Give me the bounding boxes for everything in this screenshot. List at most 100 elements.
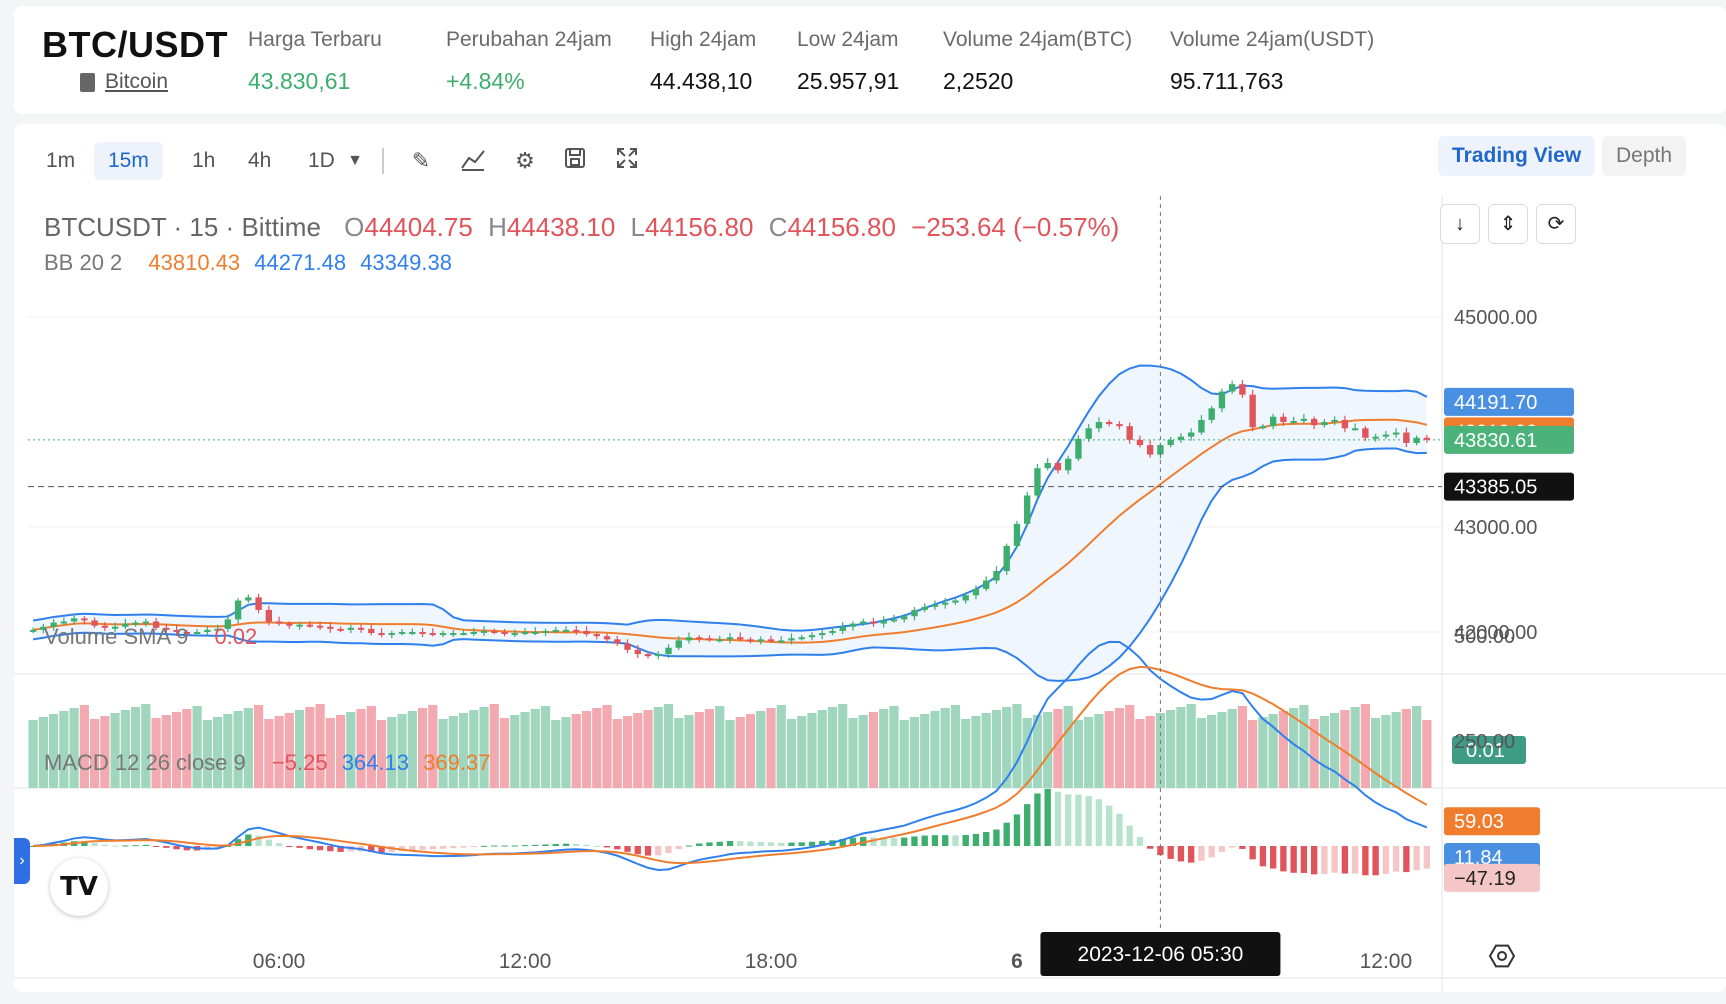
- macd-axis-badge: [1444, 807, 1540, 836]
- indicator-icon[interactable]: [458, 146, 488, 176]
- market-summary-card: BTC/USDT Bitcoin Harga Terbaru 43.830,61…: [14, 6, 1726, 114]
- candle-body: [1106, 422, 1113, 425]
- volume-bar: [930, 711, 940, 788]
- macd-histogram-bar: [1065, 794, 1072, 846]
- macd-histogram-bar: [1403, 846, 1410, 873]
- macd-histogram-bar: [1310, 846, 1318, 875]
- candle-body: [101, 625, 109, 628]
- volume-bar: [1360, 704, 1370, 788]
- candle-body: [1116, 424, 1123, 427]
- macd-line-value: 364.13: [341, 750, 409, 775]
- volume-bar: [868, 712, 879, 788]
- macd-histogram-bar: [890, 837, 898, 846]
- candle-body: [983, 580, 990, 589]
- stat-low-24h: Low 24jam 25.957,91: [797, 28, 899, 95]
- axis-settings-icon-center: [1497, 951, 1507, 961]
- macd-histogram-bar: [163, 846, 170, 848]
- candle-body: [644, 654, 652, 657]
- candle-body: [1198, 419, 1205, 433]
- pencil-icon[interactable]: ✎: [411, 148, 431, 173]
- candle-body: [460, 633, 467, 636]
- chevron-right-icon: ›: [19, 852, 25, 869]
- collapse-button[interactable]: ⇕: [1488, 204, 1528, 244]
- volume-bar: [1104, 711, 1114, 788]
- fullscreen-icon[interactable]: [612, 146, 642, 176]
- macd-histogram-bar: [532, 844, 539, 846]
- candle-body: [552, 629, 559, 632]
- candle-body: [388, 633, 395, 636]
- macd-histogram-bar: [1290, 846, 1297, 873]
- tradingview-logo[interactable]: TV: [50, 858, 108, 916]
- macd-histogram-bar: [122, 845, 129, 847]
- macd-histogram-bar: [1208, 846, 1215, 858]
- volume-bar: [325, 718, 335, 788]
- macd-histogram-bar: [1075, 794, 1082, 846]
- save-icon[interactable]: [560, 146, 590, 176]
- volume-bar: [920, 714, 930, 788]
- macd-histogram-bar: [706, 842, 713, 846]
- macd-histogram-bar: [1382, 846, 1390, 874]
- side-panel-toggle[interactable]: ›: [14, 838, 30, 884]
- macd-axis-badge-label: 59.03: [1454, 811, 1504, 833]
- candle-body: [152, 621, 160, 628]
- macd-histogram-bar: [716, 841, 723, 846]
- candle-body: [193, 632, 201, 634]
- macd-histogram-bar: [450, 846, 457, 849]
- candle-body: [808, 635, 816, 638]
- candle-body: [521, 632, 529, 634]
- candle-body: [296, 624, 303, 627]
- candle-body: [122, 623, 129, 627]
- candle-body: [142, 621, 150, 624]
- candle-body: [316, 625, 324, 628]
- candle-body: [675, 640, 682, 648]
- candle-body: [1382, 434, 1390, 437]
- macd-histogram-bar: [1177, 846, 1185, 862]
- stat-value: 44.438,10: [650, 68, 753, 94]
- macd-histogram-bar: [767, 842, 775, 846]
- candle-body: [234, 600, 242, 620]
- open-label: O: [344, 212, 365, 242]
- stat-label: Harga Terbaru: [248, 28, 382, 51]
- macd-histogram-bar: [409, 846, 416, 851]
- candle-body: [1013, 523, 1021, 546]
- macd-histogram-bar: [1187, 846, 1195, 863]
- macd-histogram-bar: [1024, 804, 1031, 846]
- stat-label: Perubahan 24jam: [446, 28, 612, 51]
- timeframe-4h[interactable]: 4h: [248, 149, 272, 172]
- price-chart[interactable]: 45000.0043000.0042000.0044191.7043910.99…: [14, 196, 1726, 992]
- volume-bar: [448, 716, 458, 788]
- macd-histogram-bar: [111, 845, 119, 847]
- candle-body: [337, 628, 344, 631]
- candle-body: [788, 638, 795, 641]
- candle-body: [1372, 436, 1379, 439]
- volume-bar: [633, 713, 643, 788]
- depth-button[interactable]: Depth: [1602, 136, 1687, 176]
- macd-histogram-bar: [81, 841, 88, 846]
- coin-info-link[interactable]: Bitcoin: [80, 70, 168, 94]
- timeframe-1m[interactable]: 1m: [46, 149, 76, 172]
- timeframe-15m[interactable]: 15m: [94, 142, 163, 180]
- candle-body: [204, 629, 211, 632]
- macd-histogram-bar: [511, 845, 518, 847]
- reset-view-button[interactable]: ⟳: [1536, 204, 1576, 244]
- timeframe-1d[interactable]: 1D: [308, 149, 335, 172]
- volume-bar: [499, 718, 510, 788]
- volume-bar: [1114, 708, 1125, 788]
- change-value: −253.64 (−0.57%): [911, 212, 1120, 242]
- timeframe-1h[interactable]: 1h: [192, 149, 216, 172]
- high-value: 44438.10: [506, 212, 616, 242]
- trading-view-button[interactable]: Trading View: [1438, 136, 1596, 176]
- candle-body: [1157, 445, 1164, 455]
- volume-bar: [233, 711, 243, 788]
- price-axis-badge: [1444, 425, 1574, 454]
- volume-bar: [838, 704, 848, 788]
- macd-histogram-bar: [860, 836, 867, 846]
- chevron-down-icon[interactable]: ▼: [347, 152, 363, 169]
- macd-histogram-bar: [460, 846, 467, 848]
- volume-bar: [1401, 709, 1411, 788]
- macd-histogram-bar: [1392, 846, 1400, 872]
- volume-bar: [100, 716, 110, 788]
- scroll-down-button[interactable]: ↓: [1440, 204, 1480, 244]
- gear-icon[interactable]: ⚙: [515, 148, 535, 173]
- volume-bar: [212, 717, 223, 788]
